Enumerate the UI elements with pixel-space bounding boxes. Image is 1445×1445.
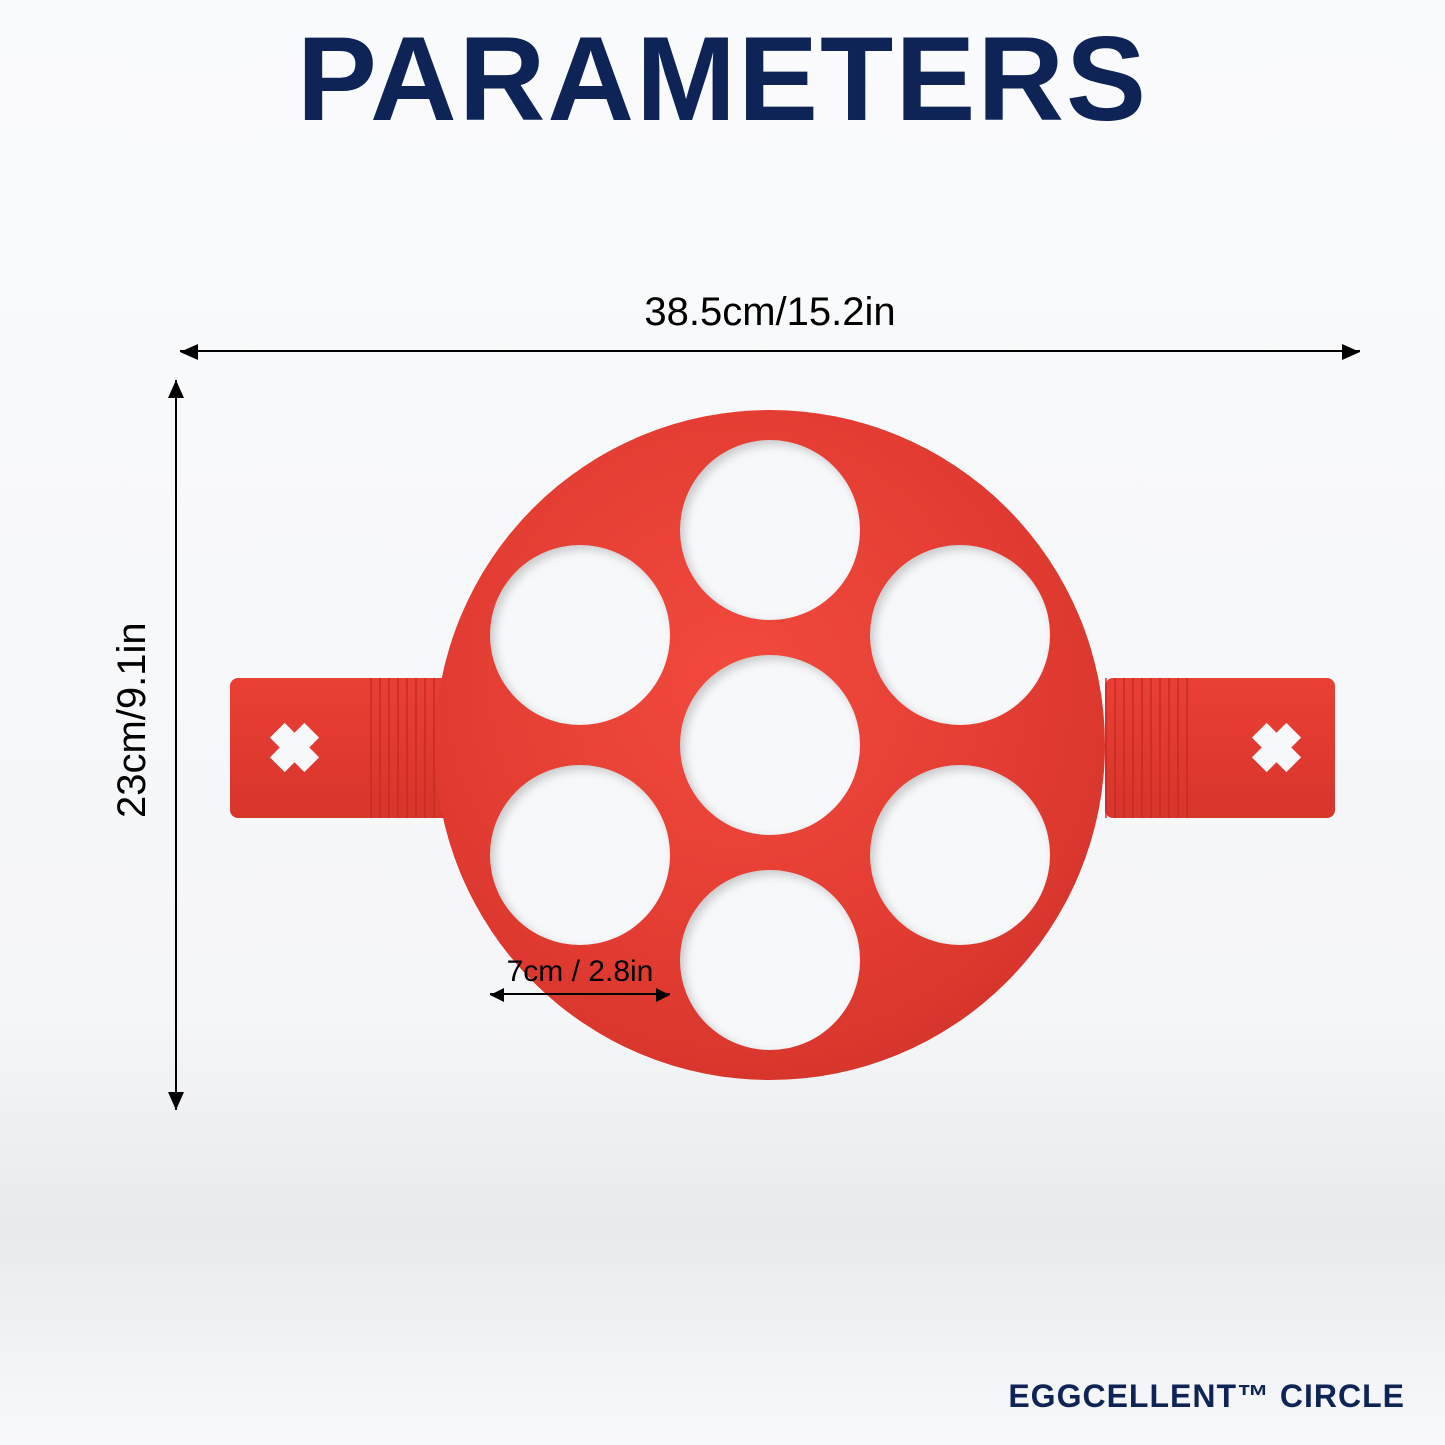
width-dimension-label: 38.5cm/15.2in	[180, 290, 1360, 335]
hole-dimension: 7cm / 2.8in	[490, 955, 670, 995]
page-title: PARAMETERS	[0, 10, 1445, 148]
height-dimension-label: 23cm/9.1in	[110, 370, 155, 1070]
product-illustration: 7cm / 2.8in	[210, 410, 1330, 1080]
hole	[870, 545, 1050, 725]
width-dimension-line	[180, 350, 1360, 352]
x-cutout-icon	[1247, 718, 1307, 778]
hole	[490, 545, 670, 725]
diagram-stage: 38.5cm/15.2in 23cm/9.1in	[180, 290, 1360, 1120]
x-cutout-icon	[265, 718, 325, 778]
hole	[870, 765, 1050, 945]
hole-dimension-line	[490, 993, 670, 995]
brand-footer: EGGCELLENT™ CIRCLE	[1008, 1378, 1405, 1415]
hole	[490, 765, 670, 945]
hole	[680, 870, 860, 1050]
hole	[680, 655, 860, 835]
handle-left	[230, 678, 460, 818]
hole-dimension-label: 7cm / 2.8in	[490, 955, 670, 989]
handle-right	[1105, 678, 1335, 818]
hole	[680, 440, 860, 620]
handle-ridges-icon	[1105, 678, 1195, 818]
height-dimension-line	[175, 380, 177, 1110]
